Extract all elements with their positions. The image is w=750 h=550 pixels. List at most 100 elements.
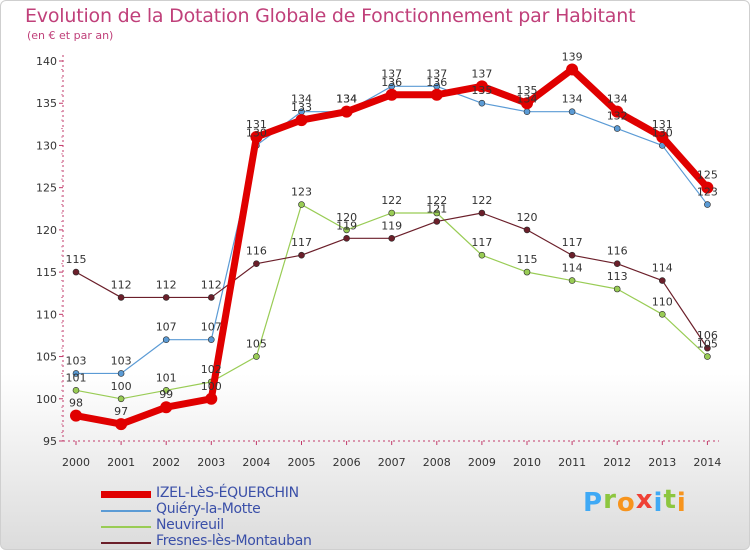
data-point xyxy=(523,268,531,276)
data-point xyxy=(613,125,621,132)
data-point xyxy=(115,418,128,431)
data-label: 107 xyxy=(156,321,177,334)
data-point xyxy=(162,336,170,343)
data-label: 115 xyxy=(66,253,87,266)
data-point xyxy=(658,277,666,284)
data-point xyxy=(568,251,576,259)
data-label: 139 xyxy=(562,50,583,63)
series-lines xyxy=(70,63,714,431)
data-label: 130 xyxy=(246,126,267,139)
data-label: 120 xyxy=(517,211,538,224)
data-point xyxy=(613,285,621,293)
data-point xyxy=(433,218,441,225)
data-point xyxy=(340,105,353,118)
data-label: 98 xyxy=(69,397,83,410)
logo-letter: t xyxy=(663,485,677,515)
data-point xyxy=(566,63,579,76)
data-point xyxy=(478,209,486,217)
data-point xyxy=(523,226,531,234)
x-tick-label: 2003 xyxy=(197,456,225,469)
data-label: 136 xyxy=(381,76,402,89)
data-label: 123 xyxy=(697,186,718,199)
data-label: 117 xyxy=(291,236,312,249)
data-label: 105 xyxy=(246,338,267,351)
legend-label: Quiéry-la-Motte xyxy=(156,501,261,517)
data-label: 121 xyxy=(426,202,447,215)
data-label: 125 xyxy=(697,169,718,182)
y-tick-label: 140 xyxy=(36,55,57,68)
data-point xyxy=(430,88,443,101)
x-tick-label: 2005 xyxy=(288,456,316,469)
x-tick-label: 2013 xyxy=(648,456,676,469)
data-label: 113 xyxy=(607,270,628,283)
data-point xyxy=(658,311,666,318)
data-label: 123 xyxy=(291,186,312,199)
data-label: 134 xyxy=(562,93,583,106)
data-point xyxy=(253,353,260,360)
data-point xyxy=(521,97,533,110)
data-label: 134 xyxy=(291,93,312,106)
legend-label: IZEL-LèS-ÉQUERCHIN xyxy=(156,485,299,501)
data-label: 134 xyxy=(517,93,538,106)
y-tick-label: 125 xyxy=(36,182,57,195)
data-label: 112 xyxy=(111,278,132,291)
y-tick-label: 115 xyxy=(36,266,57,279)
data-label: 132 xyxy=(607,110,628,123)
data-label: 103 xyxy=(66,354,87,367)
data-point xyxy=(385,88,398,101)
logo-letter: o xyxy=(616,488,636,518)
data-label: 122 xyxy=(381,194,402,207)
data-label: 134 xyxy=(336,93,357,106)
data-label: 97 xyxy=(114,405,128,418)
data-label: 106 xyxy=(697,329,718,342)
data-point xyxy=(388,235,396,242)
data-label: 120 xyxy=(336,211,357,224)
legend-label: Neuvireuil xyxy=(156,517,224,533)
y-tick-label: 95 xyxy=(43,435,57,448)
data-point xyxy=(704,353,711,360)
series-line xyxy=(75,203,709,400)
data-label: 133 xyxy=(291,101,312,114)
legend-swatch xyxy=(101,542,151,544)
data-label: 100 xyxy=(201,380,222,393)
legend-swatch xyxy=(101,491,151,498)
data-point xyxy=(117,294,125,301)
data-label: 131 xyxy=(246,118,267,131)
data-label: 105 xyxy=(697,338,718,351)
legend-label: Fresnes-lès-Montauban xyxy=(156,533,312,549)
data-point xyxy=(613,260,621,267)
data-point xyxy=(704,344,711,352)
legend-swatch xyxy=(101,526,151,528)
data-label: 137 xyxy=(381,67,402,80)
logo-letter: r xyxy=(603,485,617,515)
data-label: 135 xyxy=(471,84,492,97)
data-point xyxy=(478,251,486,259)
logo-letter: P xyxy=(583,488,604,518)
x-tick-label: 2006 xyxy=(333,456,361,469)
data-point xyxy=(72,387,80,394)
x-tick-label: 2008 xyxy=(423,456,451,469)
chart-subtitle: (en € et par an) xyxy=(27,29,114,42)
data-label: 135 xyxy=(517,84,538,97)
chart-title: Evolution de la Dotation Globale de Fonc… xyxy=(25,5,636,27)
x-tick-label: 2002 xyxy=(152,456,180,469)
data-point xyxy=(701,181,714,194)
data-point xyxy=(523,108,531,115)
data-label: 103 xyxy=(111,354,132,367)
data-point xyxy=(162,294,170,301)
data-label: 99 xyxy=(159,388,173,401)
data-label: 137 xyxy=(471,67,492,80)
data-point xyxy=(205,392,218,405)
data-point xyxy=(611,105,624,118)
data-point xyxy=(343,235,350,242)
data-point xyxy=(478,99,486,107)
data-label: 110 xyxy=(652,295,673,308)
y-tick-label: 135 xyxy=(36,97,57,110)
axes: 95 100 105 110 115 120 125 130 135 140 2000 2001 200… xyxy=(36,55,721,469)
data-label: 101 xyxy=(66,371,87,384)
data-label: 116 xyxy=(607,245,628,258)
data-label: 119 xyxy=(381,219,402,232)
data-label: 136 xyxy=(426,76,447,89)
